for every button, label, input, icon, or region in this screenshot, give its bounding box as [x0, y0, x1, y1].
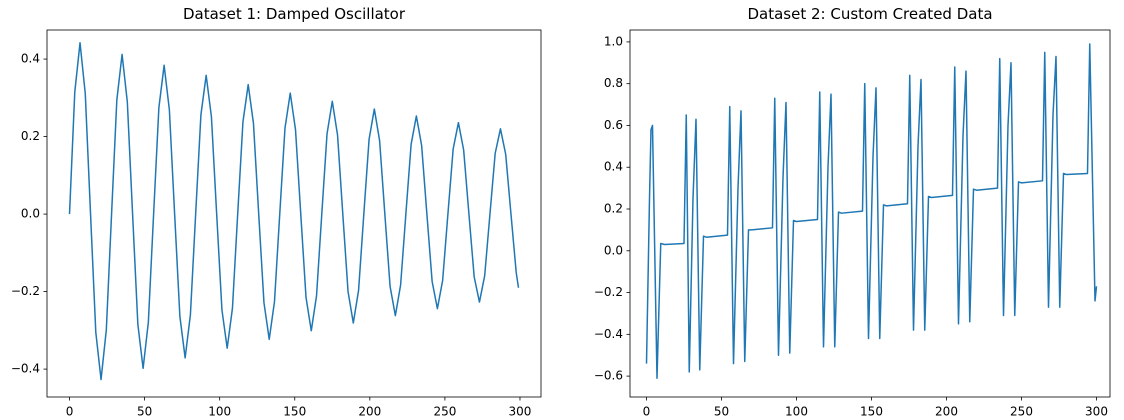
axes-frame: [46, 29, 542, 398]
x-tick-label: 200: [935, 405, 958, 419]
x-tick-label: 0: [66, 405, 74, 419]
x-tick-label: 250: [433, 405, 456, 419]
y-tick-label: 0.2: [604, 202, 623, 216]
x-tick-label: 100: [785, 405, 808, 419]
x-tick-label: 100: [208, 405, 231, 419]
x-tick-label: 50: [714, 405, 729, 419]
y-tick-label: 0.4: [604, 160, 623, 174]
y-tick-label: 1.0: [604, 34, 623, 48]
x-tick-label: 150: [283, 405, 306, 419]
x-tick-label: 300: [509, 405, 532, 419]
y-tick-label: −0.6: [594, 369, 623, 383]
y-tick-label: −0.4: [11, 362, 40, 376]
data-line: [68, 42, 520, 381]
plot-area: [68, 42, 520, 381]
subplot: Dataset 2: Custom Created Data 0 50 100 150 2…: [594, 5, 1111, 419]
x-tick-label: 50: [137, 405, 152, 419]
data-line: [645, 43, 1098, 379]
x-tick-label: 300: [1085, 405, 1108, 419]
y-tick-label: −0.2: [11, 284, 40, 298]
y-tick-label: 0.6: [604, 118, 623, 132]
axes-frame: [629, 29, 1111, 398]
y-tick-label: 0.2: [21, 129, 40, 143]
y-tick-label: −0.4: [594, 327, 623, 341]
chart-title: Dataset 2: Custom Created Data: [747, 5, 992, 23]
y-tick-label: 0.8: [604, 76, 623, 90]
y-tick-label: 0.0: [21, 207, 40, 221]
subplot: Dataset 1: Damped Oscillator 0 50 100 150 200…: [11, 5, 542, 419]
y-tick-label: 0.4: [21, 52, 40, 66]
x-tick-label: 150: [860, 405, 883, 419]
chart-title: Dataset 1: Damped Oscillator: [183, 5, 406, 23]
x-tick-label: 0: [643, 405, 651, 419]
y-tick-label: 0.0: [604, 243, 623, 257]
x-tick-label: 250: [1010, 405, 1033, 419]
y-tick-label: −0.2: [594, 285, 623, 299]
plot-area: [645, 43, 1098, 379]
x-tick-label: 200: [358, 405, 381, 419]
